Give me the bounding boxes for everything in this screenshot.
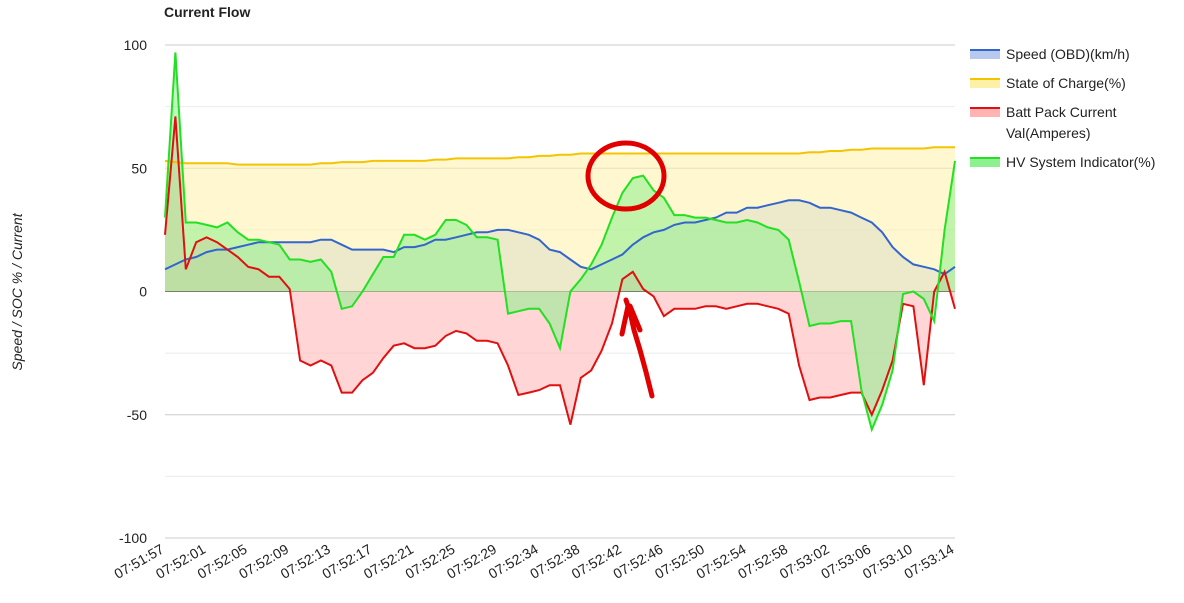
area-fill: [165, 116, 955, 425]
legend-label: HV System Indicator(%): [1006, 154, 1156, 170]
legend-swatch: [970, 107, 1000, 117]
y-axis-title: Speed / SOC % / Current: [9, 212, 25, 370]
y-tick-label: -50: [127, 407, 147, 423]
legend-label: State of Charge(%): [1006, 75, 1126, 91]
chart: Current Flow Speed / SOC % / Current -10…: [9, 4, 957, 582]
legend-item[interactable]: State of Charge(%): [970, 73, 1180, 94]
chart-title: Current Flow: [164, 4, 250, 20]
y-tick-label: 0: [139, 284, 147, 300]
legend-label: Batt Pack Current Val(Amperes): [1006, 104, 1117, 141]
series-line: [164, 116, 956, 425]
legend-label: Speed (OBD)(km/h): [1006, 46, 1130, 62]
series-line: [164, 199, 956, 276]
legend-item[interactable]: HV System Indicator(%): [970, 152, 1180, 173]
area-fill: [165, 52, 955, 430]
series-line: [164, 146, 955, 166]
legend-item[interactable]: Batt Pack Current Val(Amperes): [970, 102, 1180, 144]
legend-swatch: [970, 49, 1000, 59]
series-line: [164, 52, 956, 433]
y-tick-label: 50: [131, 160, 147, 176]
legend-swatch: [970, 78, 1000, 88]
legend: Speed (OBD)(km/h) State of Charge(%) Batt …: [970, 44, 1180, 181]
y-tick-label: -100: [119, 530, 147, 546]
y-tick-label: 100: [124, 37, 148, 53]
legend-item[interactable]: Speed (OBD)(km/h): [970, 44, 1180, 65]
legend-swatch: [970, 157, 1000, 167]
